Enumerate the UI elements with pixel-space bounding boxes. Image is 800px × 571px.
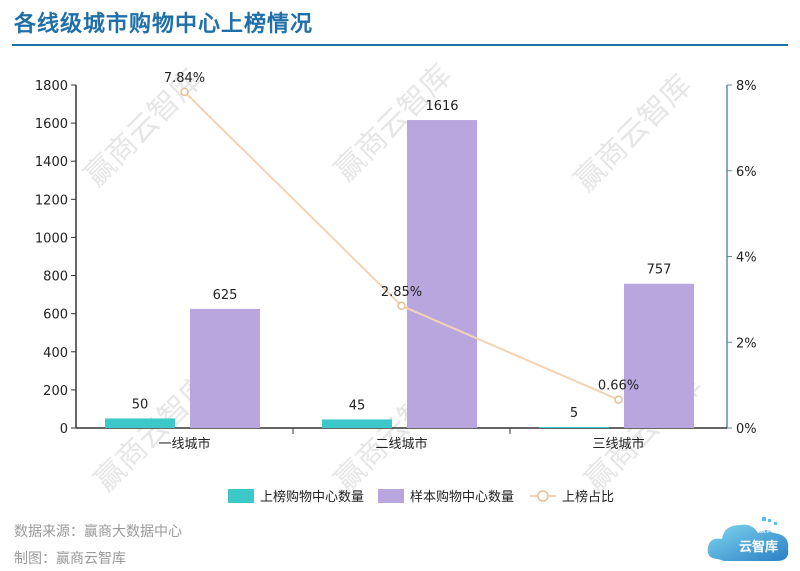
legend-label: 上榜占比 [562,489,614,505]
line-value-label: 2.85% [381,285,422,300]
bar-value-label: 45 [349,398,366,413]
line-point [614,395,623,404]
legend-swatch [228,489,254,503]
cloud-logo-icon [707,517,789,561]
legend-label: 样本购物中心数量 [410,489,514,505]
left-axis-tick-label: 200 [43,384,68,399]
left-axis-tick-label: 1600 [35,117,68,132]
bar-value-label: 625 [213,288,238,303]
left-axis-tick-label: 1200 [35,193,68,208]
logo-main-text: 云智库 [738,540,778,555]
chart-title: 各线级城市购物中心上榜情况 [14,12,314,37]
source-note: 数据来源：赢商大数据中心 [14,524,182,540]
bar-value-label: 50 [132,397,149,412]
line-value-label: 7.84% [164,71,205,86]
left-axis-tick-label: 600 [43,308,68,323]
bar [539,427,609,428]
watermark-text: 赢商云智库 [568,68,699,199]
legend-label: 上榜购物中心数量 [260,489,364,505]
bar-value-label: 757 [647,263,672,278]
made-by-note: 制图：赢商云智库 [14,551,126,567]
bar [322,419,392,428]
left-axis-tick-label: 1800 [35,79,68,94]
line-value-label: 0.66% [598,379,639,394]
right-axis-tick-label: 4% [736,251,757,266]
logo-small-text: 赢商 [758,525,774,534]
line-point [397,301,406,311]
left-axis-tick-label: 400 [43,346,68,361]
bar-value-label: 1616 [425,99,458,114]
right-axis-tick-label: 2% [736,336,757,351]
left-axis-tick-label: 1400 [35,155,68,170]
bar [624,283,694,428]
x-axis-tick-label: 三线城市 [592,436,644,452]
line-point [180,87,189,97]
bar [105,418,175,428]
bar [407,120,477,428]
left-axis-tick-label: 0 [60,422,68,437]
title-rule [12,44,788,46]
legend-marker [537,490,549,502]
left-axis-tick-label: 1000 [35,231,68,246]
legend-swatch [378,489,404,503]
x-axis-tick-label: 二线城市 [375,436,427,452]
left-axis-tick-label: 800 [43,270,68,285]
right-axis-tick-label: 0% [736,422,757,437]
bar-value-label: 5 [570,406,578,421]
bar [190,308,260,428]
right-axis-tick-label: 8% [736,79,757,94]
x-axis-tick-label: 一线城市 [158,436,210,452]
right-axis-tick-label: 6% [736,165,757,180]
